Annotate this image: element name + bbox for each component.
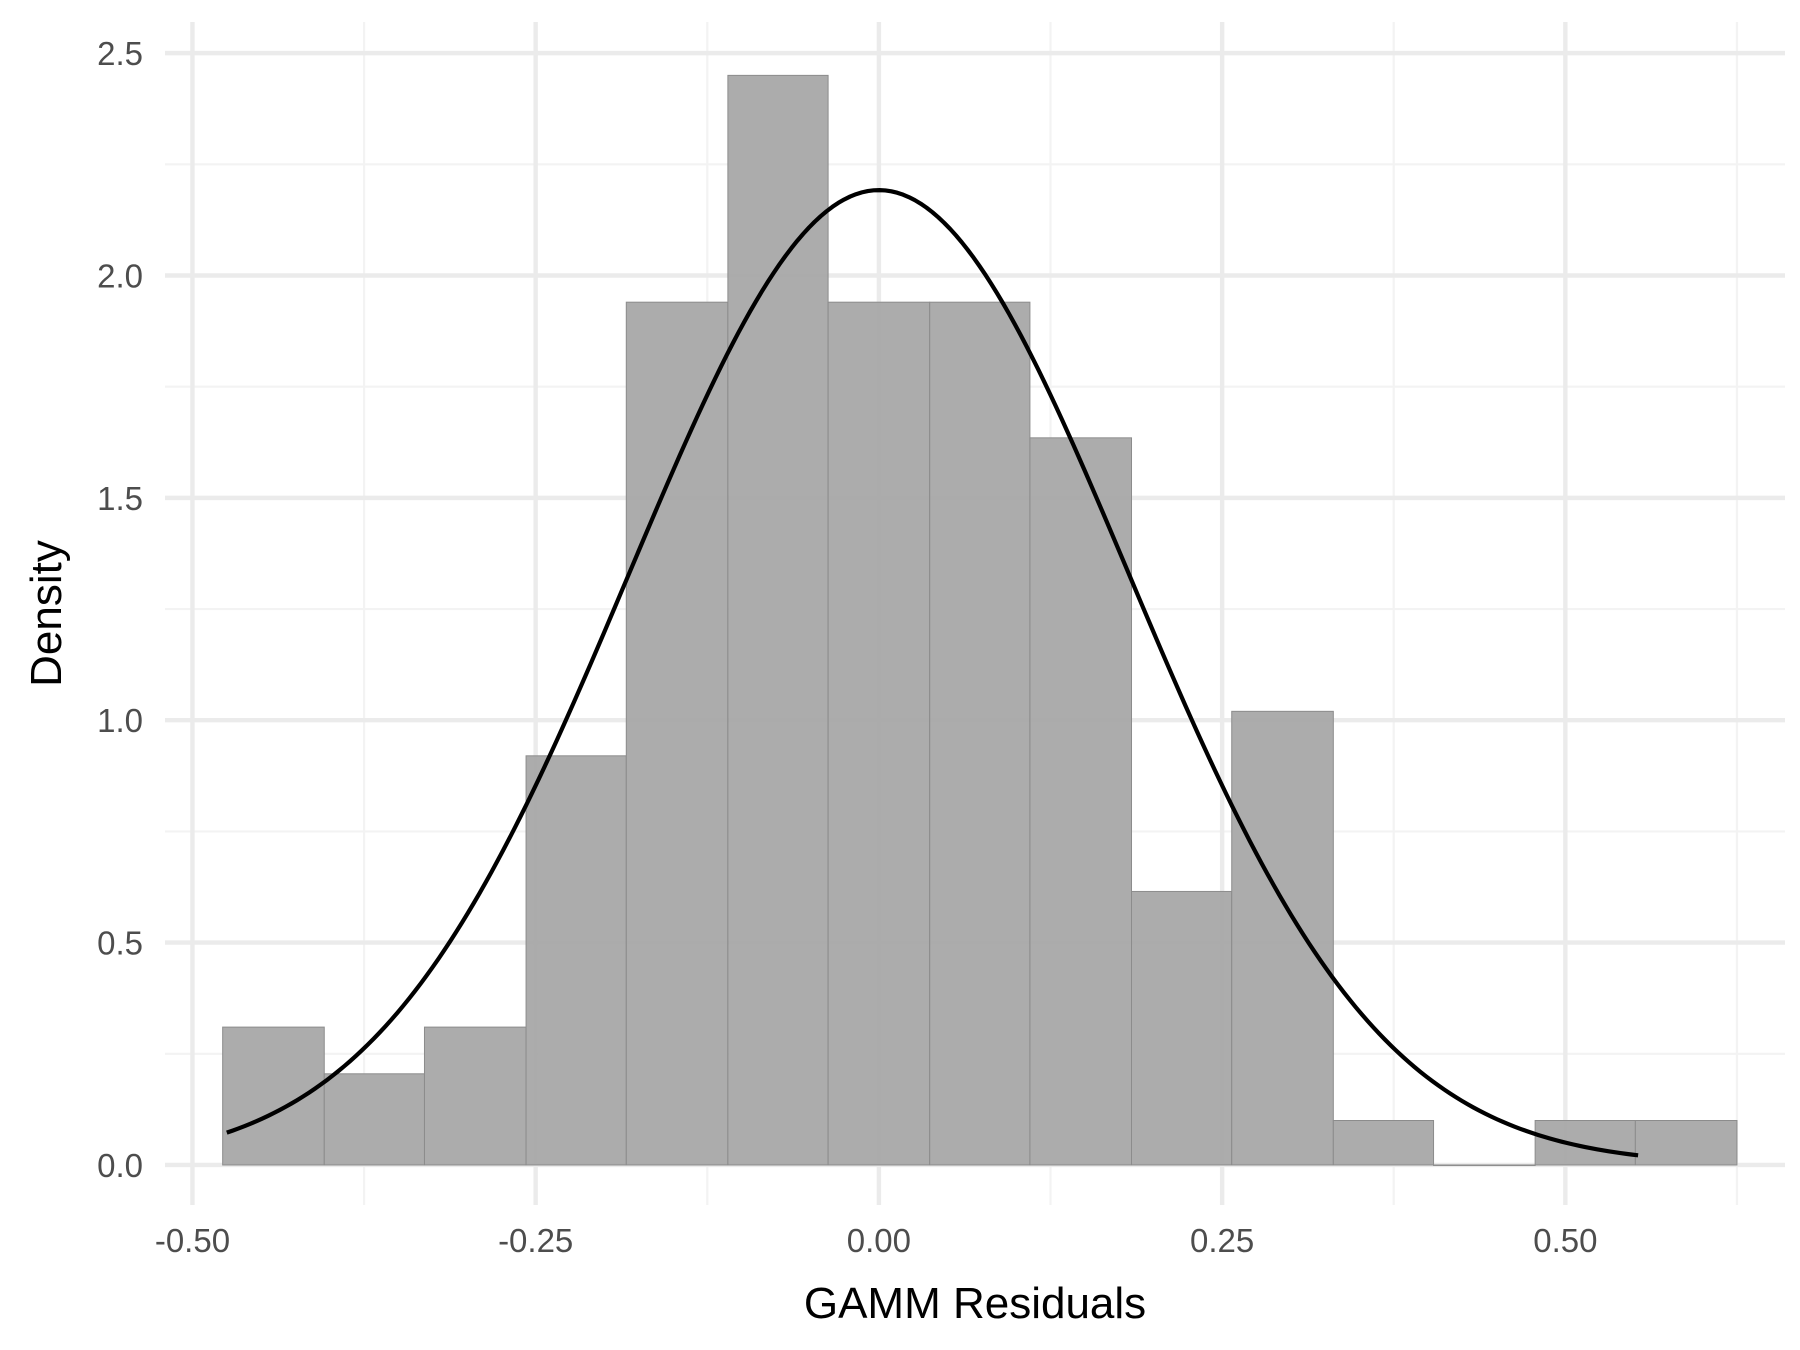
x-tick-label: 0.25 — [1190, 1222, 1254, 1259]
histogram-bar — [1131, 890, 1233, 1166]
histogram-bar — [423, 1026, 527, 1166]
x-tick-label: 0.50 — [1533, 1222, 1597, 1259]
histogram-bar — [1534, 1120, 1636, 1166]
histogram-bar — [827, 301, 931, 1166]
histogram-bar — [1433, 1164, 1536, 1166]
normal-density-curve — [226, 188, 1639, 1158]
histogram-bar — [1634, 1120, 1738, 1166]
histogram-bar — [323, 1073, 425, 1166]
x-tick-label: -0.25 — [498, 1222, 573, 1259]
histogram-bar — [727, 74, 829, 1166]
histogram-bar — [929, 301, 1031, 1166]
histogram-bar — [1029, 437, 1133, 1166]
histogram-bar — [222, 1026, 325, 1166]
histogram-bars — [222, 74, 1738, 1166]
histogram-bar — [1231, 710, 1334, 1166]
y-axis-tick-labels: 0.0 0.5 1.0 1.5 2.0 2.5 — [97, 35, 143, 1184]
histogram-bar — [1332, 1120, 1435, 1166]
x-tick-label: -0.50 — [155, 1222, 230, 1259]
y-tick-label: 0.5 — [97, 925, 143, 962]
y-tick-label: 1.5 — [97, 480, 143, 517]
x-tick-label: 0.00 — [847, 1222, 911, 1259]
y-tick-label: 1.0 — [97, 702, 143, 739]
y-axis-title: Density — [22, 540, 71, 687]
histogram-bar — [525, 755, 627, 1166]
y-tick-label: 2.5 — [97, 35, 143, 72]
y-tick-label: 0.0 — [97, 1147, 143, 1184]
x-axis-title: GAMM Residuals — [804, 1279, 1146, 1328]
y-tick-label: 2.0 — [97, 258, 143, 295]
histogram-bar — [625, 301, 729, 1166]
x-axis-tick-labels: -0.50 -0.25 0.00 0.25 0.50 — [155, 1222, 1598, 1259]
